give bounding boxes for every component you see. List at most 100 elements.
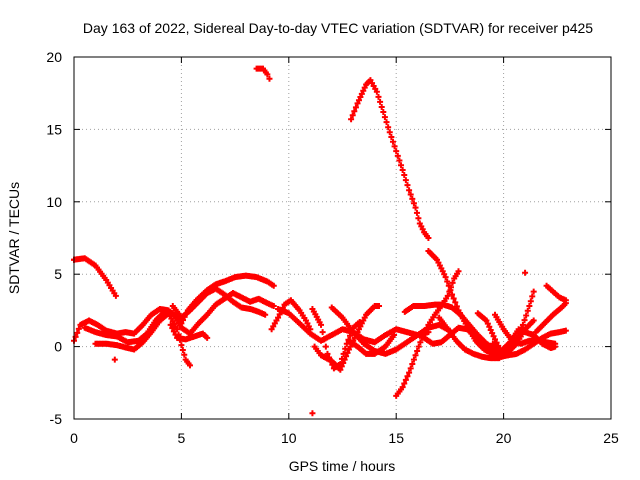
data-point bbox=[381, 114, 388, 121]
data-point bbox=[318, 321, 325, 328]
data-point bbox=[393, 148, 400, 155]
y-tick-label: 5 bbox=[54, 266, 62, 282]
data-point bbox=[413, 209, 420, 216]
data-points bbox=[71, 65, 569, 417]
data-point bbox=[357, 94, 364, 101]
data-point bbox=[394, 152, 401, 159]
data-point bbox=[167, 321, 174, 328]
data-point bbox=[526, 303, 533, 310]
data-point bbox=[417, 339, 424, 346]
data-point bbox=[444, 278, 451, 285]
series-trace-m bbox=[345, 332, 398, 357]
data-point bbox=[264, 71, 271, 78]
y-tick-label: 15 bbox=[46, 121, 62, 137]
data-point bbox=[352, 104, 359, 111]
data-point bbox=[407, 191, 414, 198]
series-trace-n bbox=[348, 77, 432, 241]
data-point bbox=[449, 291, 456, 298]
data-point bbox=[530, 288, 537, 295]
data-point bbox=[385, 124, 392, 131]
x-tick-labels: 0 5 10 15 20 25 bbox=[70, 430, 619, 446]
data-point bbox=[399, 384, 406, 391]
data-point bbox=[447, 287, 454, 294]
data-point bbox=[486, 323, 493, 330]
y-tick-label: 20 bbox=[46, 49, 62, 65]
data-point bbox=[178, 342, 185, 349]
data-point bbox=[347, 332, 354, 339]
data-point bbox=[341, 356, 348, 363]
series-trace-e bbox=[169, 285, 269, 321]
series-trace-h bbox=[268, 297, 314, 333]
data-point bbox=[174, 326, 181, 333]
data-point bbox=[527, 298, 534, 305]
data-point bbox=[349, 112, 356, 119]
data-point bbox=[445, 282, 452, 289]
data-point bbox=[376, 303, 383, 310]
data-point bbox=[380, 109, 387, 116]
data-point bbox=[358, 90, 365, 97]
data-point bbox=[452, 299, 459, 306]
y-tick-label: -5 bbox=[50, 411, 63, 427]
data-point bbox=[492, 336, 499, 343]
series-trace-x bbox=[543, 282, 569, 304]
chart-title: Day 163 of 2022, Sidereal Day-to-day VTE… bbox=[83, 20, 593, 36]
data-point bbox=[204, 334, 211, 341]
data-point bbox=[409, 195, 416, 202]
data-point bbox=[112, 292, 119, 299]
data-point bbox=[552, 343, 559, 350]
data-point bbox=[377, 98, 384, 105]
x-tick-label: 15 bbox=[388, 430, 404, 446]
data-point bbox=[490, 333, 497, 340]
data-point bbox=[406, 369, 413, 376]
data-point bbox=[399, 166, 406, 173]
data-point bbox=[523, 312, 530, 319]
x-tick-label: 25 bbox=[603, 430, 619, 446]
data-point bbox=[412, 204, 419, 211]
data-point bbox=[386, 129, 393, 136]
data-point bbox=[348, 116, 355, 123]
data-point bbox=[186, 362, 193, 369]
data-point bbox=[74, 329, 81, 336]
data-point bbox=[425, 235, 432, 241]
data-point bbox=[337, 366, 344, 373]
data-point bbox=[179, 346, 186, 353]
x-tick-label: 20 bbox=[496, 430, 512, 446]
data-point bbox=[404, 182, 411, 189]
data-point bbox=[401, 380, 408, 387]
data-point bbox=[309, 410, 316, 417]
data-point bbox=[415, 343, 422, 350]
data-point bbox=[169, 325, 176, 332]
data-point bbox=[270, 303, 277, 310]
data-point bbox=[530, 317, 537, 324]
data-point bbox=[344, 349, 351, 356]
data-point bbox=[529, 293, 536, 300]
data-point bbox=[414, 347, 421, 354]
data-point bbox=[391, 332, 398, 339]
data-point bbox=[422, 328, 429, 335]
data-point bbox=[489, 330, 496, 337]
data-point bbox=[375, 93, 382, 100]
data-point bbox=[351, 108, 358, 115]
data-point bbox=[266, 75, 273, 82]
data-point bbox=[170, 328, 177, 335]
data-point bbox=[275, 314, 282, 321]
data-point bbox=[562, 297, 569, 304]
data-point bbox=[355, 97, 362, 104]
data-point bbox=[409, 360, 416, 367]
data-point bbox=[262, 311, 269, 318]
data-point bbox=[378, 103, 385, 110]
data-point bbox=[391, 143, 398, 150]
x-tick-label: 10 bbox=[281, 430, 297, 446]
data-point bbox=[402, 376, 409, 383]
y-tick-labels: -5 0 5 10 15 20 bbox=[46, 49, 62, 427]
series-trace-k bbox=[311, 303, 383, 373]
data-point bbox=[402, 177, 409, 184]
data-point bbox=[398, 162, 405, 169]
data-point bbox=[562, 327, 569, 334]
data-point bbox=[322, 343, 329, 350]
data-point bbox=[524, 307, 531, 314]
data-point bbox=[389, 138, 396, 145]
series-trace-f bbox=[167, 321, 211, 343]
